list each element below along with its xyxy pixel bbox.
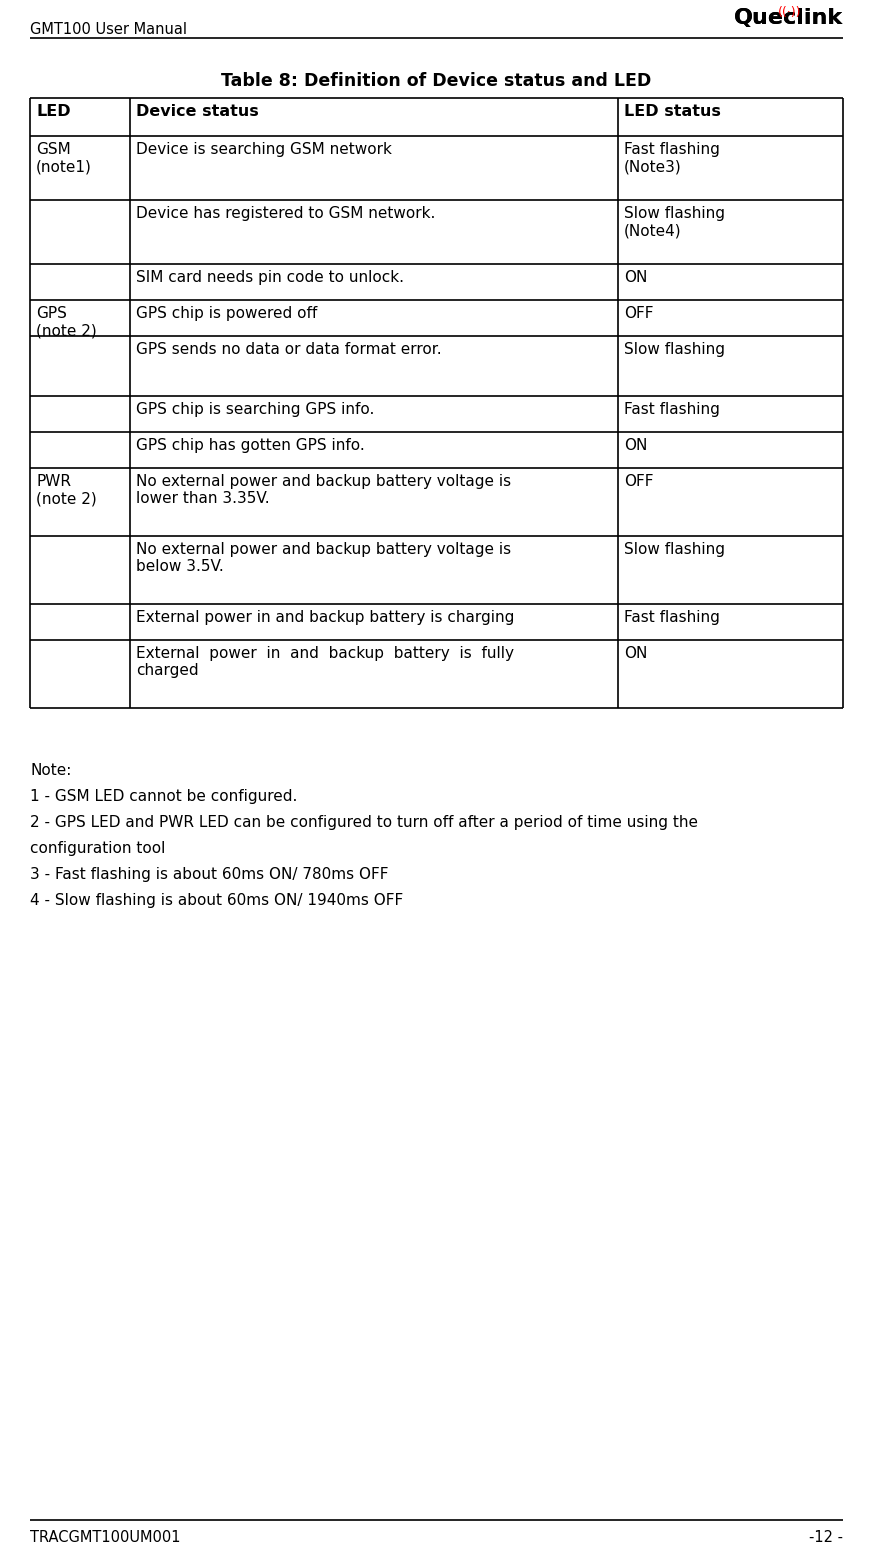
Text: Fast flashing
(Note3): Fast flashing (Note3) (624, 142, 720, 174)
Text: PWR
(note 2): PWR (note 2) (36, 475, 97, 506)
Text: OFF: OFF (624, 307, 653, 321)
Text: GPS sends no data or data format error.: GPS sends no data or data format error. (136, 342, 441, 356)
Text: Fast flashing: Fast flashing (624, 610, 720, 626)
Text: Table 8: Definition of Device status and LED: Table 8: Definition of Device status and… (221, 72, 651, 90)
Text: Slow flashing: Slow flashing (624, 541, 725, 557)
Text: GPS chip is powered off: GPS chip is powered off (136, 307, 317, 321)
Text: LED status: LED status (624, 104, 721, 118)
Text: Queclink: Queclink (734, 8, 843, 28)
Text: -12 -: -12 - (809, 1530, 843, 1545)
Text: Device is searching GSM network: Device is searching GSM network (136, 142, 392, 157)
Text: ON: ON (624, 646, 647, 661)
Text: 4 - Slow flashing is about 60ms ON/ 1940ms OFF: 4 - Slow flashing is about 60ms ON/ 1940… (30, 893, 403, 909)
Text: Device status: Device status (136, 104, 259, 118)
Text: 2 - GPS LED and PWR LED can be configured to turn off after a period of time usi: 2 - GPS LED and PWR LED can be configure… (30, 815, 698, 829)
Text: ON: ON (624, 271, 647, 285)
Text: SIM card needs pin code to unlock.: SIM card needs pin code to unlock. (136, 271, 404, 285)
Text: Note:: Note: (30, 762, 72, 778)
Text: Slow flashing: Slow flashing (624, 342, 725, 356)
Text: GPS
(note 2): GPS (note 2) (36, 307, 97, 338)
Text: GPS chip has gotten GPS info.: GPS chip has gotten GPS info. (136, 437, 364, 453)
Text: No external power and backup battery voltage is
below 3.5V.: No external power and backup battery vol… (136, 541, 511, 574)
Text: TRACGMT100UM001: TRACGMT100UM001 (30, 1530, 181, 1545)
Text: OFF: OFF (624, 475, 653, 489)
Text: GPS chip is searching GPS info.: GPS chip is searching GPS info. (136, 401, 374, 417)
Text: 1 - GSM LED cannot be configured.: 1 - GSM LED cannot be configured. (30, 789, 297, 804)
Text: External  power  in  and  backup  battery  is  fully
charged: External power in and backup battery is … (136, 646, 514, 678)
Text: Slow flashing
(Note4): Slow flashing (Note4) (624, 205, 725, 238)
Text: LED: LED (36, 104, 71, 118)
Text: ON: ON (624, 437, 647, 453)
Text: No external power and backup battery voltage is
lower than 3.35V.: No external power and backup battery vol… (136, 475, 511, 506)
Text: External power in and backup battery is charging: External power in and backup battery is … (136, 610, 514, 626)
Text: GMT100 User Manual: GMT100 User Manual (30, 22, 187, 37)
Text: Fast flashing: Fast flashing (624, 401, 720, 417)
Text: Queclink: Queclink (734, 8, 843, 28)
Text: GSM
(note1): GSM (note1) (36, 142, 92, 174)
Text: configuration tool: configuration tool (30, 840, 166, 856)
Text: Device has registered to GSM network.: Device has registered to GSM network. (136, 205, 435, 221)
Text: 3 - Fast flashing is about 60ms ON/ 780ms OFF: 3 - Fast flashing is about 60ms ON/ 780m… (30, 867, 389, 882)
Text: ((·)): ((·)) (778, 6, 801, 19)
